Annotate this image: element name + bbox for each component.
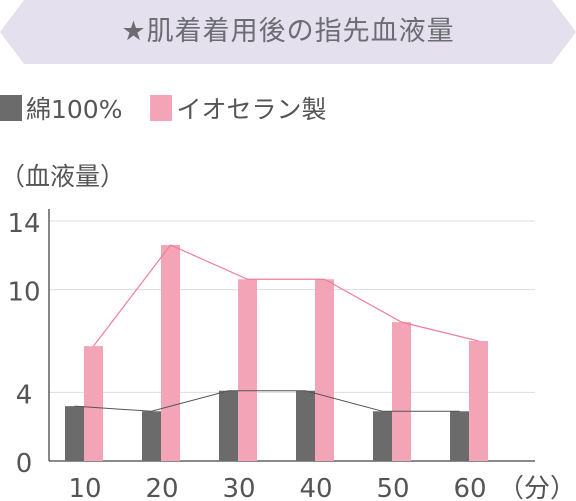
x-tick-label: 20 bbox=[145, 474, 178, 501]
y-tick-label: 4 bbox=[16, 380, 33, 410]
bar-cotton-40 bbox=[296, 390, 315, 461]
x-tick-label: 40 bbox=[299, 474, 332, 501]
bar-ioceran-10 bbox=[84, 346, 103, 461]
chart-title: ★肌着着用後の指先血液量 bbox=[121, 16, 455, 47]
x-tick-label: 50 bbox=[376, 474, 409, 501]
title-banner-shape bbox=[0, 0, 576, 64]
y-tick-label: 0 bbox=[16, 449, 33, 479]
bar-cotton-60 bbox=[450, 411, 469, 461]
x-tick-label: 60 bbox=[453, 474, 486, 501]
bar-ioceran-40 bbox=[315, 279, 334, 461]
trend-line-ioceran bbox=[93, 244, 479, 347]
bar-cotton-30 bbox=[219, 390, 238, 461]
y-tick-label: 14 bbox=[7, 209, 40, 239]
bar-cotton-20 bbox=[142, 411, 161, 461]
bar-ioceran-30 bbox=[238, 279, 257, 461]
x-axis-unit-label: （分） bbox=[498, 474, 576, 501]
bar-cotton-50 bbox=[373, 411, 392, 461]
legend-swatch-cotton bbox=[0, 95, 22, 121]
y-axis-label: （血液量） bbox=[0, 162, 126, 191]
x-tick-label: 30 bbox=[222, 474, 255, 501]
bar-ioceran-20 bbox=[161, 245, 180, 461]
y-tick-label: 10 bbox=[7, 278, 40, 308]
bar-cotton-10 bbox=[65, 406, 84, 461]
legend-item-ioceran: イオセラン製 bbox=[150, 90, 327, 126]
legend-label-ioceran: イオセラン製 bbox=[176, 95, 327, 124]
x-tick-label: 10 bbox=[68, 474, 101, 501]
trend-line-cotton bbox=[74, 390, 460, 412]
legend-label-cotton: 綿100% bbox=[26, 95, 123, 124]
legend-swatch-ioceran bbox=[150, 95, 173, 121]
title-banner bbox=[0, 0, 576, 64]
legend: 綿100% イオセラン製 bbox=[0, 91, 355, 125]
bar-ioceran-60 bbox=[469, 341, 488, 461]
legend-item-cotton: 綿100% bbox=[0, 90, 122, 126]
bar-ioceran-50 bbox=[392, 322, 411, 461]
